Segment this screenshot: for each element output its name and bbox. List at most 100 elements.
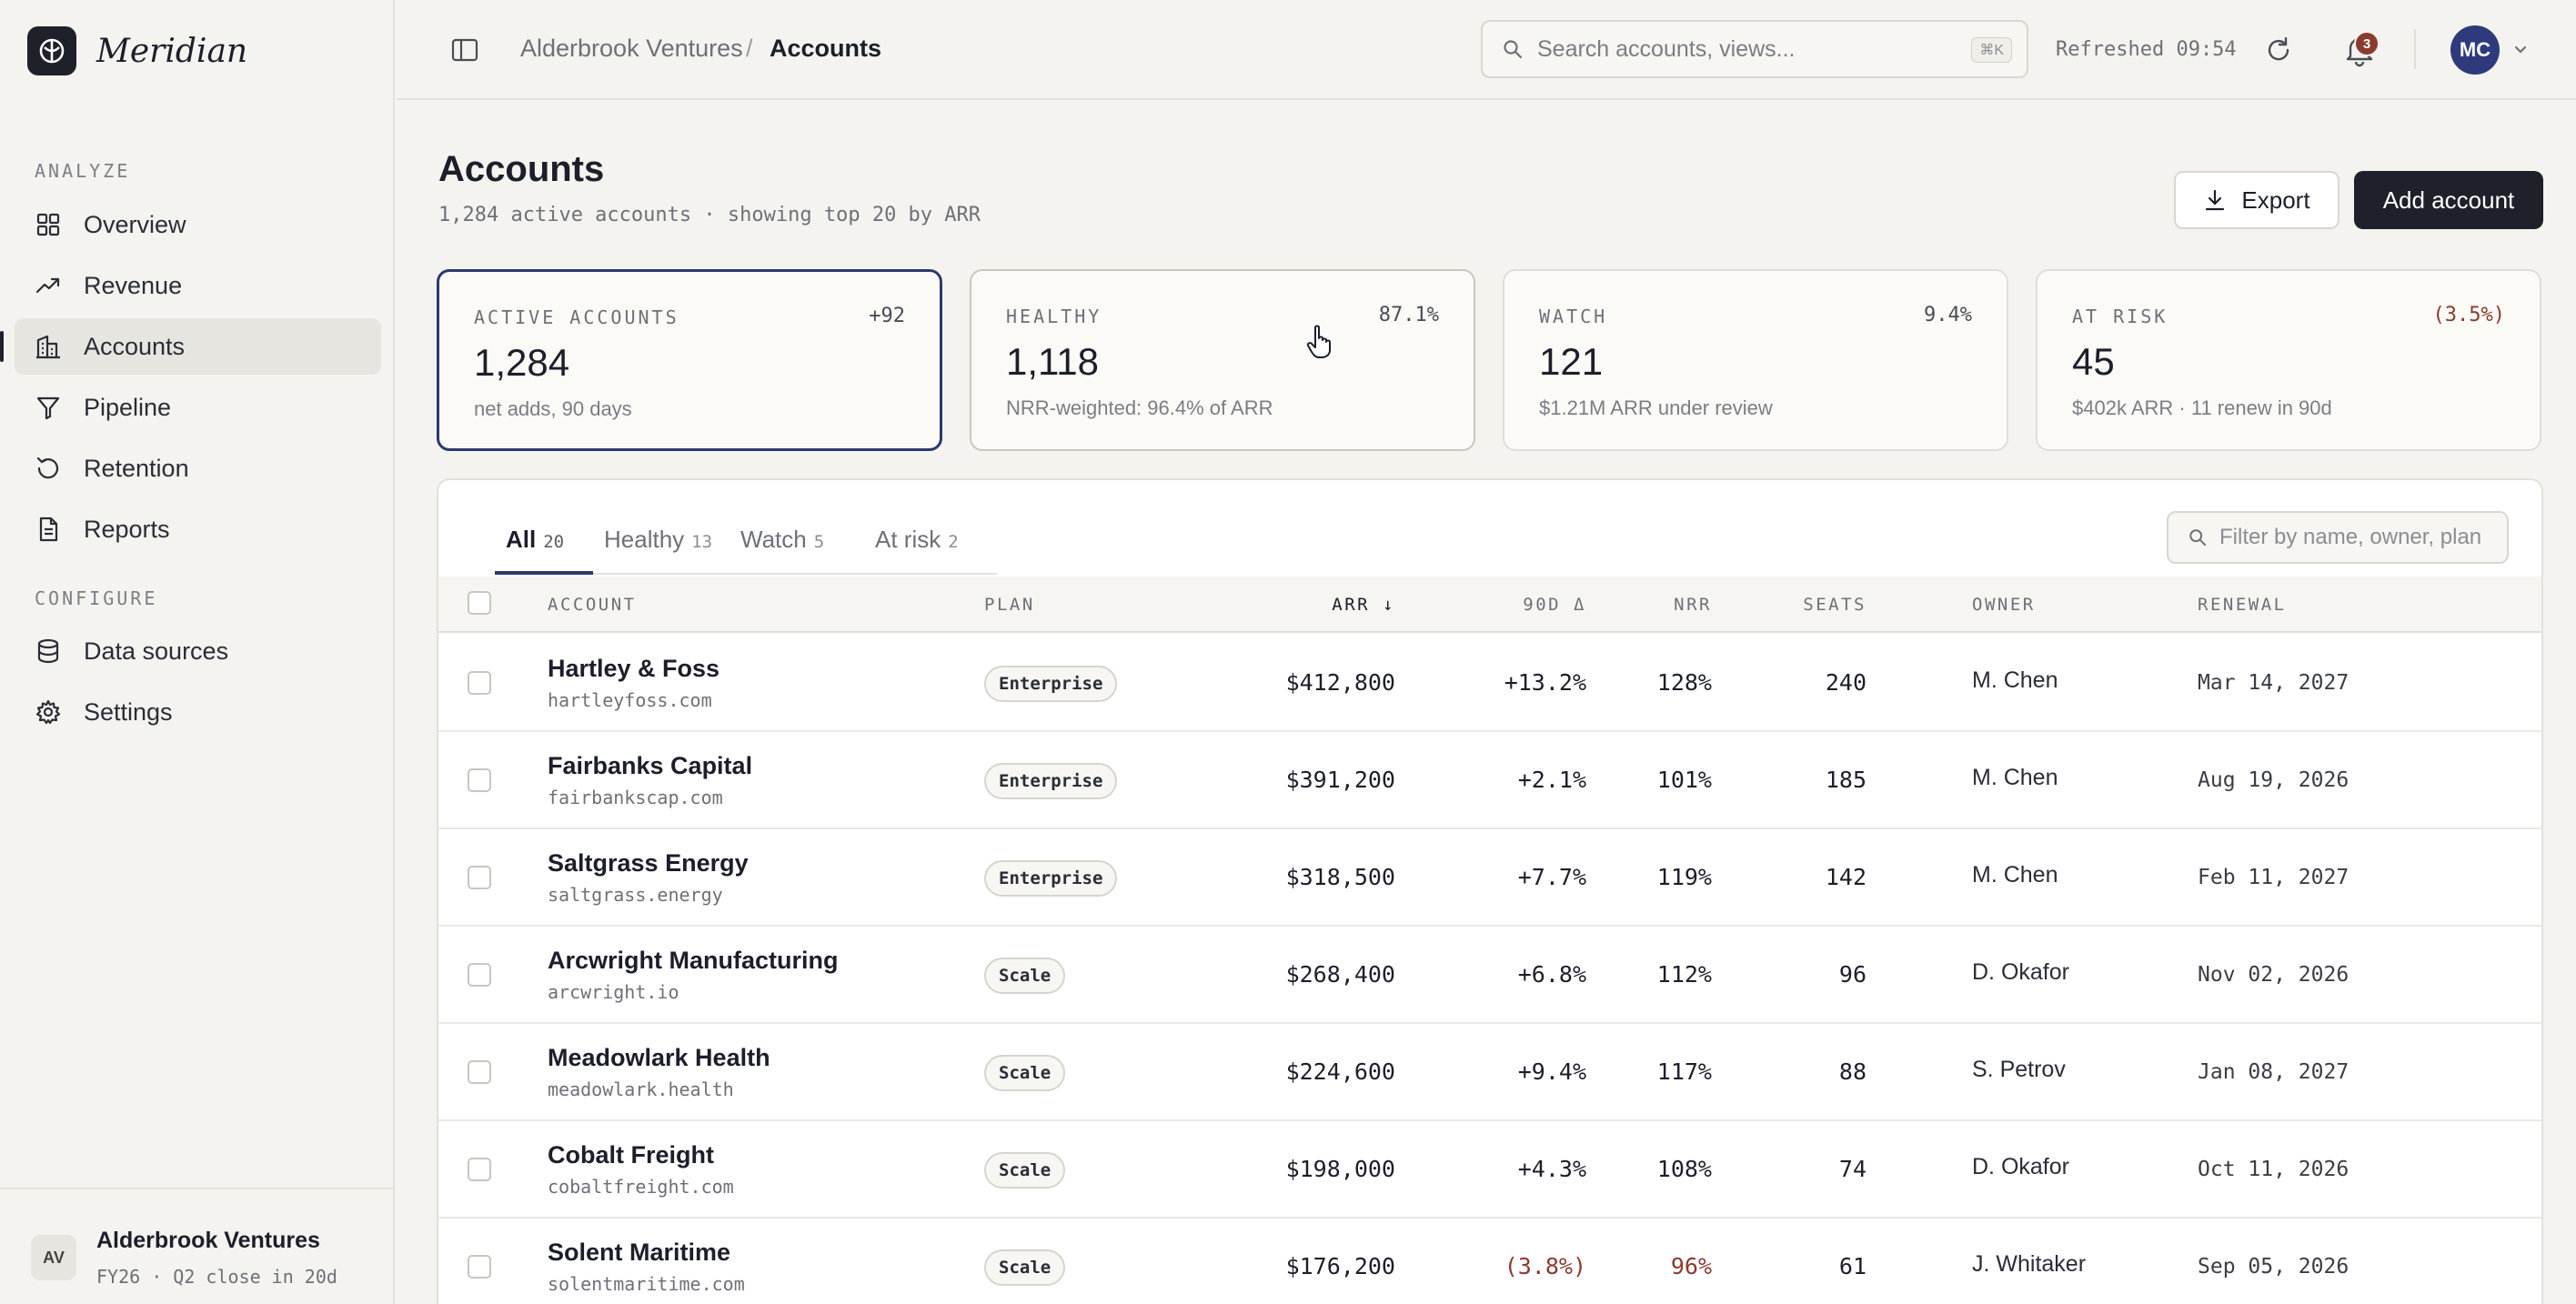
column-header-renewal[interactable]: RENEWAL [2198,595,2287,615]
sidebar-item-pipeline[interactable]: Pipeline [15,379,381,436]
filter-input[interactable] [2219,525,2501,550]
search-input[interactable] [1537,35,1937,63]
refreshed-timestamp: Refreshed 09:54 [2056,38,2237,61]
sidebar-item-label: Retention [84,454,189,482]
row-checkbox[interactable] [468,1060,491,1084]
row-checkbox[interactable] [468,866,491,889]
owner-name[interactable]: M. Chen [1972,765,2058,790]
tab-count: 2 [948,532,959,552]
chevron-down-icon[interactable] [2511,40,2531,60]
refresh-icon[interactable] [2263,35,2294,65]
row-checkbox[interactable] [468,671,491,695]
tab-all[interactable]: All 20 [506,526,564,554]
column-header-seats[interactable]: SEATS [1803,595,1867,615]
sidebar-item-retention[interactable]: Retention [15,440,381,497]
sidebar-item-data-sources[interactable]: Data sources [15,623,381,679]
database-icon [37,638,59,664]
search-icon [2189,529,2207,547]
brand[interactable]: Meridian [27,25,247,76]
kpi-card-at-risk[interactable]: AT RISK (3.5%) 45 $402k ARR · 11 renew i… [2036,269,2541,451]
global-search[interactable]: ⌘K [1481,20,2028,78]
table-row[interactable]: Hartley & Foss hartleyfoss.com Enterprise $… [438,635,2541,732]
kpi-card-watch[interactable]: WATCH 9.4% 121 $1.21M ARR under review [1503,269,2008,451]
select-all-checkbox[interactable] [468,591,491,615]
brand-name: Meridian [96,32,248,70]
sidebar-item-revenue[interactable]: Revenue [15,257,381,314]
owner-name[interactable]: M. Chen [1972,862,2058,888]
tab-count: 20 [543,532,565,552]
trend-up-icon [35,277,60,294]
page-title: Accounts [438,149,605,189]
export-button[interactable]: Export [2174,171,2340,229]
tab-at-risk[interactable]: At risk 2 [875,526,959,554]
topbar-divider [2414,29,2416,69]
sidebar-item-overview[interactable]: Overview [15,196,381,253]
account-name[interactable]: Cobalt Freight [548,1141,714,1169]
workspace-subtitle: FY26 · Q2 close in 20d [96,1266,337,1288]
seats-value: 142 [1825,864,1867,890]
add-account-button[interactable]: Add account [2354,171,2543,229]
row-checkbox[interactable] [468,963,491,987]
tab-healthy[interactable]: Healthy 13 [604,526,712,554]
owner-name[interactable]: S. Petrov [1972,1057,2066,1082]
row-checkbox[interactable] [468,1255,491,1279]
workspace-avatar: AV [31,1235,76,1280]
row-checkbox[interactable] [468,1158,491,1181]
owner-name[interactable]: M. Chen [1972,667,2058,693]
column-header-nrr[interactable]: NRR [1674,595,1712,615]
column-header-plan[interactable]: PLAN [984,595,1035,615]
table-row[interactable]: Solent Maritime solentmaritime.com Scale $1… [438,1219,2541,1304]
user-avatar[interactable]: MC [2450,25,2500,75]
account-name[interactable]: Fairbanks Capital [548,752,753,779]
table-row[interactable]: Meadowlark Health meadowlark.health Scale $… [438,1024,2541,1121]
column-header-owner[interactable]: OWNER [1972,595,2036,615]
kpi-note: net adds, 90 days [474,397,632,420]
accounts-table-panel: All 20 Healthy 13 Watch 5 At risk 2 ACCOUNT … [437,478,2543,1304]
account-name[interactable]: Hartley & Foss [548,655,720,682]
renewal-date: Mar 14, 2027 [2198,671,2350,695]
account-domain: cobaltfreight.com [548,1176,734,1198]
sidebar-item-accounts[interactable]: Accounts [0,318,381,375]
sidebar-item-reports[interactable]: Reports [15,501,381,557]
workspace-switcher[interactable]: AV Alderbrook Ventures FY26 · Q2 close i… [0,1188,393,1304]
workspace-name: Alderbrook Ventures [96,1228,320,1253]
column-header-account[interactable]: ACCOUNT [548,595,637,615]
account-name[interactable]: Arcwright Manufacturing [548,947,839,974]
history-icon [36,456,59,479]
kpi-value: 1,284 [474,341,570,384]
download-icon [2206,189,2225,211]
account-name[interactable]: Saltgrass Energy [548,849,749,877]
column-header-arr[interactable]: ARR ↓ [1332,595,1395,615]
account-name[interactable]: Solent Maritime [548,1239,731,1266]
sidebar-toggle-icon[interactable] [449,35,480,65]
table-row[interactable]: Saltgrass Energy saltgrass.energy Enterpri… [438,829,2541,927]
sidebar-item-settings[interactable]: Settings [15,684,381,740]
breadcrumb-workspace[interactable]: Alderbrook Ventures [520,35,743,62]
sidebar-item-label: Revenue [84,271,183,299]
kpi-note: $1.21M ARR under review [1539,396,1773,419]
search-shortcut: ⌘K [1971,37,2012,63]
row-checkbox[interactable] [468,768,491,792]
owner-name[interactable]: J. Whitaker [1972,1251,2087,1277]
plan-badge: Scale [984,958,1066,994]
kpi-card-healthy[interactable]: HEALTHY 87.1% 1,118 NRR-weighted: 96.4% … [970,269,1475,451]
table-row[interactable]: Fairbanks Capital fairbankscap.com Enterpr… [438,732,2541,829]
table-filter[interactable] [2167,511,2509,564]
sidebar-item-label: Data sources [84,637,229,665]
topbar: Alderbrook Ventures / Accounts ⌘K Refres… [397,0,2576,100]
owner-name[interactable]: D. Okafor [1972,1154,2069,1179]
table-row[interactable]: Arcwright Manufacturing arcwright.io Scale… [438,927,2541,1024]
kpi-card-active[interactable]: ACTIVE ACCOUNTS +92 1,284 net adds, 90 d… [437,269,942,451]
active-tab-indicator [495,571,593,575]
column-header-90d-delta[interactable]: 90D Δ [1523,595,1586,615]
nrr-value: 101% [1656,767,1712,793]
account-name[interactable]: Meadowlark Health [548,1044,770,1071]
nrr-value: 128% [1656,669,1712,696]
plan-badge: Enterprise [984,860,1118,897]
table-row[interactable]: Cobalt Freight cobaltfreight.com Scale $198… [438,1121,2541,1219]
owner-name[interactable]: D. Okafor [1972,959,2069,985]
tab-watch[interactable]: Watch 5 [740,526,824,554]
plan-badge: Scale [984,1152,1066,1189]
plan-badge: Enterprise [984,666,1118,702]
tab-label: All [506,526,537,553]
